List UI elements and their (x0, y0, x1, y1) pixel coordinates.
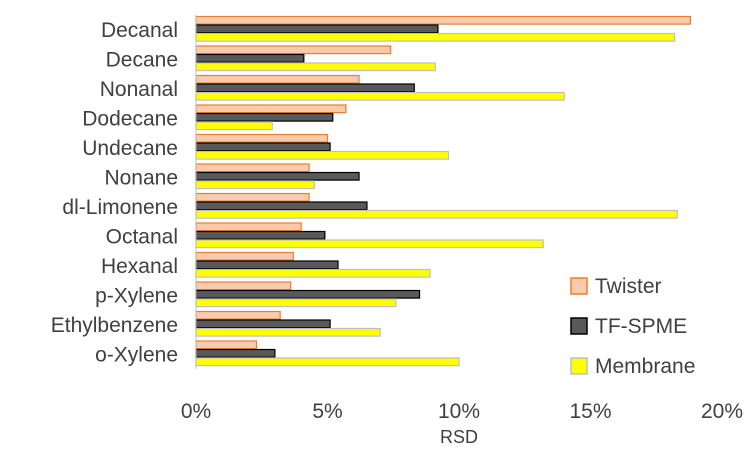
bar-membrane-o-xylene (195, 357, 460, 367)
category-label-hexanal: Hexanal (101, 255, 178, 278)
bar-membrane-decane (195, 62, 436, 72)
category-label-ethylbenzene: Ethylbenzene (51, 314, 178, 337)
x-tick-label: 10% (438, 400, 480, 423)
bar-twister-hexanal (195, 251, 294, 261)
category-label-undecane: Undecane (82, 137, 178, 160)
bar-tf-spme-p-xylene (195, 289, 421, 299)
bar-twister-o-xylene (195, 340, 258, 350)
bar-tf-spme-dl-limonene (195, 201, 368, 211)
bar-tf-spme-ethylbenzene (195, 319, 331, 329)
bar-membrane-undecane (195, 150, 450, 160)
bar-twister-dl-limonene (195, 192, 310, 202)
legend-label-twister: Twister (595, 275, 662, 298)
category-label-o-xylene: o-Xylene (95, 343, 178, 366)
bar-membrane-hexanal (195, 268, 431, 278)
bar-twister-nonane (195, 163, 310, 173)
bar-membrane-ethylbenzene (195, 327, 381, 337)
bar-tf-spme-nonane (195, 171, 360, 181)
legend-label-tf-spme: TF-SPME (595, 315, 687, 338)
category-labels: Decanal Decane Nonanal Dodecane Undecane Nona… (51, 19, 178, 367)
bar-membrane-dodecane (195, 121, 273, 131)
bar-tf-spme-hexanal (195, 260, 339, 270)
bar-tf-spme-o-xylene (195, 348, 276, 358)
category-label-nonane: Nonane (104, 166, 178, 189)
bar-tf-spme-undecane (195, 142, 331, 152)
bar-twister-octanal (195, 222, 302, 232)
bar-twister-dodecane (195, 104, 347, 114)
category-label-nonanal: Nonanal (100, 78, 178, 101)
bars-group (195, 15, 692, 367)
x-tick-label: 15% (569, 400, 611, 423)
category-label-decane: Decane (106, 48, 178, 71)
bar-twister-nonanal (195, 74, 360, 84)
bar-twister-ethylbenzene (195, 310, 281, 320)
category-label-dl-limonene: dl-Limonene (62, 196, 178, 219)
bar-tf-spme-decane (195, 53, 305, 63)
bar-membrane-p-xylene (195, 298, 397, 308)
bar-membrane-nonane (195, 180, 315, 190)
legend-swatch-membrane (570, 357, 588, 375)
bar-tf-spme-octanal (195, 230, 326, 240)
x-tick-label: 0% (181, 400, 211, 423)
category-label-p-xylene: p-Xylene (95, 284, 178, 307)
x-axis-title: RSD (440, 427, 478, 447)
bar-membrane-decanal (195, 32, 676, 42)
x-tick-labels: 0% 5% 10% 15% 20% (181, 400, 743, 423)
bar-tf-spme-dodecane (195, 112, 334, 122)
bar-membrane-octanal (195, 239, 544, 249)
bar-membrane-dl-limonene (195, 209, 678, 219)
category-label-decanal: Decanal (101, 19, 178, 42)
legend: Twister TF-SPME Membrane (570, 275, 695, 378)
legend-swatch-twister (570, 277, 588, 295)
bar-membrane-nonanal (195, 91, 565, 101)
bar-tf-spme-decanal (195, 24, 439, 34)
bar-twister-undecane (195, 133, 329, 143)
bar-twister-decane (195, 45, 392, 55)
x-tick-label: 5% (312, 400, 342, 423)
bar-twister-decanal (195, 15, 692, 25)
bar-tf-spme-nonanal (195, 83, 415, 93)
legend-label-membrane: Membrane (595, 355, 695, 378)
category-label-dodecane: Dodecane (82, 107, 178, 130)
category-label-octanal: Octanal (106, 225, 178, 248)
bar-twister-p-xylene (195, 281, 292, 291)
legend-swatch-tf-spme (570, 317, 588, 335)
x-tick-label: 20% (701, 400, 743, 423)
